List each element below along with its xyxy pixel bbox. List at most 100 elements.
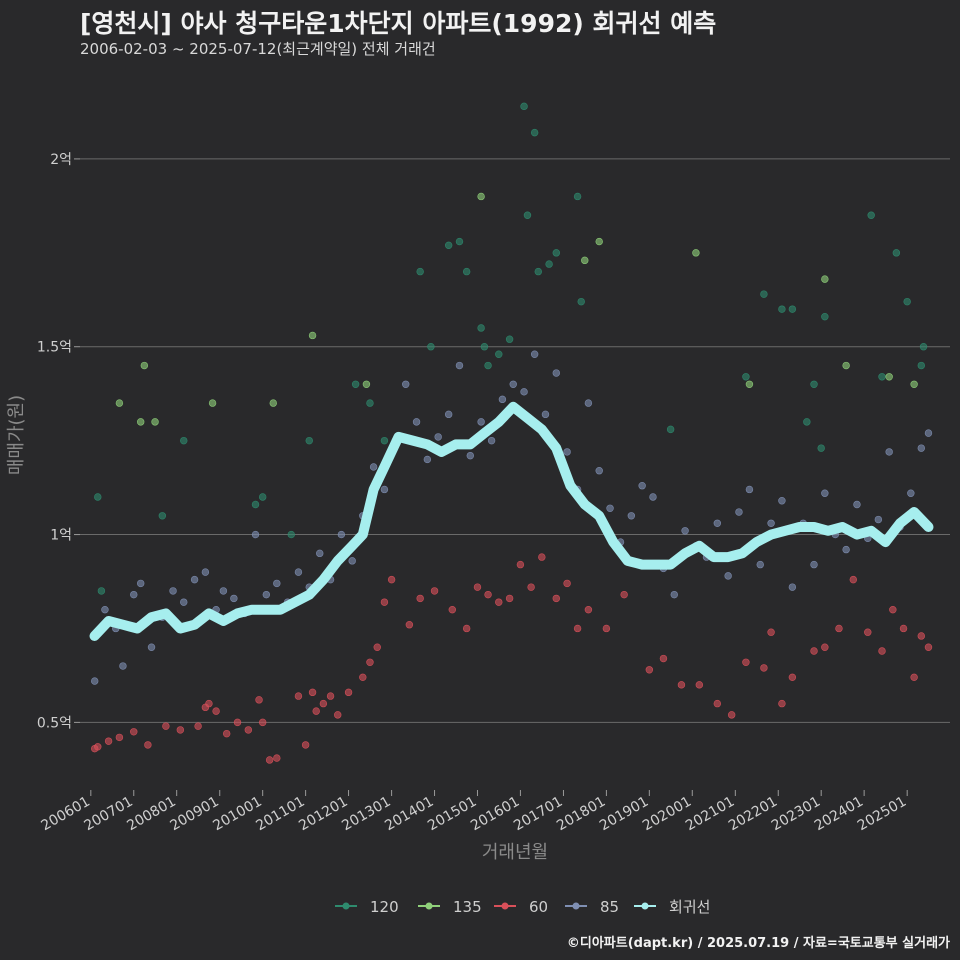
regression-line — [89, 401, 934, 641]
point-60 — [312, 707, 320, 715]
point-60 — [552, 594, 560, 603]
point-120 — [821, 312, 829, 321]
point-60 — [516, 560, 525, 569]
y-tick-label: 2억 — [50, 152, 72, 168]
point-135 — [821, 275, 829, 283]
x-tick-label: 201401 — [382, 794, 436, 835]
point-85 — [810, 560, 818, 569]
x-tick-label: 202401 — [812, 794, 866, 835]
point-120 — [520, 102, 528, 111]
point-60 — [430, 587, 439, 595]
legend-label: 회귀선 — [669, 898, 710, 916]
point-60 — [416, 594, 424, 603]
point-60 — [205, 699, 213, 708]
x-tick-label: 202201 — [726, 794, 780, 835]
point-85 — [487, 436, 496, 445]
point-85 — [649, 493, 657, 501]
x-tick-label: 202101 — [683, 794, 737, 835]
point-85 — [136, 579, 145, 588]
point-120 — [545, 260, 553, 268]
legend: 120 135 60 85 회귀선 — [335, 898, 710, 916]
point-60 — [359, 673, 367, 682]
point-120 — [778, 305, 786, 313]
point-85 — [842, 545, 850, 554]
point-85 — [917, 444, 925, 452]
point-60 — [484, 590, 492, 599]
point-85 — [294, 568, 303, 576]
point-120 — [380, 436, 389, 445]
x-tick-label: 202501 — [855, 794, 909, 835]
point-120 — [444, 241, 453, 250]
point-120 — [742, 373, 750, 381]
point-85 — [874, 515, 883, 524]
point-60 — [344, 688, 353, 697]
x-tick-label: 201301 — [339, 794, 393, 835]
point-60 — [244, 726, 253, 734]
point-120 — [523, 211, 532, 219]
point-85 — [735, 508, 743, 516]
point-60 — [899, 624, 908, 633]
point-120 — [158, 512, 167, 520]
point-85 — [369, 463, 378, 471]
point-60 — [115, 733, 124, 742]
legend-label: 60 — [529, 898, 548, 916]
point-85 — [745, 485, 754, 494]
point-85 — [444, 410, 453, 419]
point-120 — [94, 493, 102, 501]
y-tick-label: 1.5억 — [37, 340, 72, 356]
point-120 — [351, 380, 360, 389]
x-tick-label: 200901 — [167, 794, 221, 835]
point-120 — [366, 399, 374, 407]
point-60 — [835, 624, 843, 633]
legend-swatch-dot — [572, 902, 580, 910]
point-120 — [878, 373, 886, 381]
point-60 — [659, 654, 668, 663]
point-85 — [180, 598, 188, 606]
point-120 — [788, 305, 797, 313]
x-tick-label: 202301 — [769, 794, 823, 835]
point-135 — [269, 399, 277, 407]
point-120 — [416, 267, 424, 276]
point-120 — [552, 249, 560, 257]
point-85 — [219, 587, 228, 595]
y-tick-label: 0.5억 — [37, 715, 72, 731]
y-axis-label: 매매가(원) — [6, 395, 27, 475]
point-60 — [233, 718, 242, 727]
point-120 — [484, 361, 492, 370]
point-85 — [273, 579, 281, 588]
point-60 — [760, 664, 768, 672]
point-60 — [176, 726, 185, 734]
point-85 — [169, 587, 177, 595]
point-135 — [842, 361, 850, 370]
point-60 — [212, 707, 220, 715]
point-85 — [907, 489, 915, 497]
point-85 — [767, 519, 775, 527]
point-135 — [308, 331, 317, 340]
point-85 — [477, 418, 485, 426]
y-tick-label: 1억 — [50, 528, 72, 544]
point-120 — [305, 436, 313, 445]
point-60 — [380, 598, 389, 606]
x-tick-label: 201801 — [554, 794, 608, 835]
point-85 — [337, 530, 346, 539]
point-135 — [692, 249, 700, 257]
point-60 — [713, 699, 722, 708]
point-85 — [101, 605, 109, 614]
point-60 — [162, 722, 170, 730]
legend-swatch-dot — [501, 902, 509, 910]
point-60 — [495, 598, 503, 606]
point-120 — [505, 335, 514, 343]
point-85 — [924, 429, 933, 437]
point-60 — [538, 553, 546, 561]
point-135 — [208, 399, 217, 407]
legend-label: 85 — [600, 898, 619, 916]
point-120 — [573, 192, 582, 201]
point-60 — [387, 575, 396, 584]
point-60 — [326, 692, 335, 700]
point-85 — [201, 568, 210, 576]
point-85 — [130, 590, 138, 599]
x-tick-label: 202001 — [640, 794, 694, 835]
point-60 — [821, 643, 829, 651]
point-135 — [115, 399, 124, 407]
